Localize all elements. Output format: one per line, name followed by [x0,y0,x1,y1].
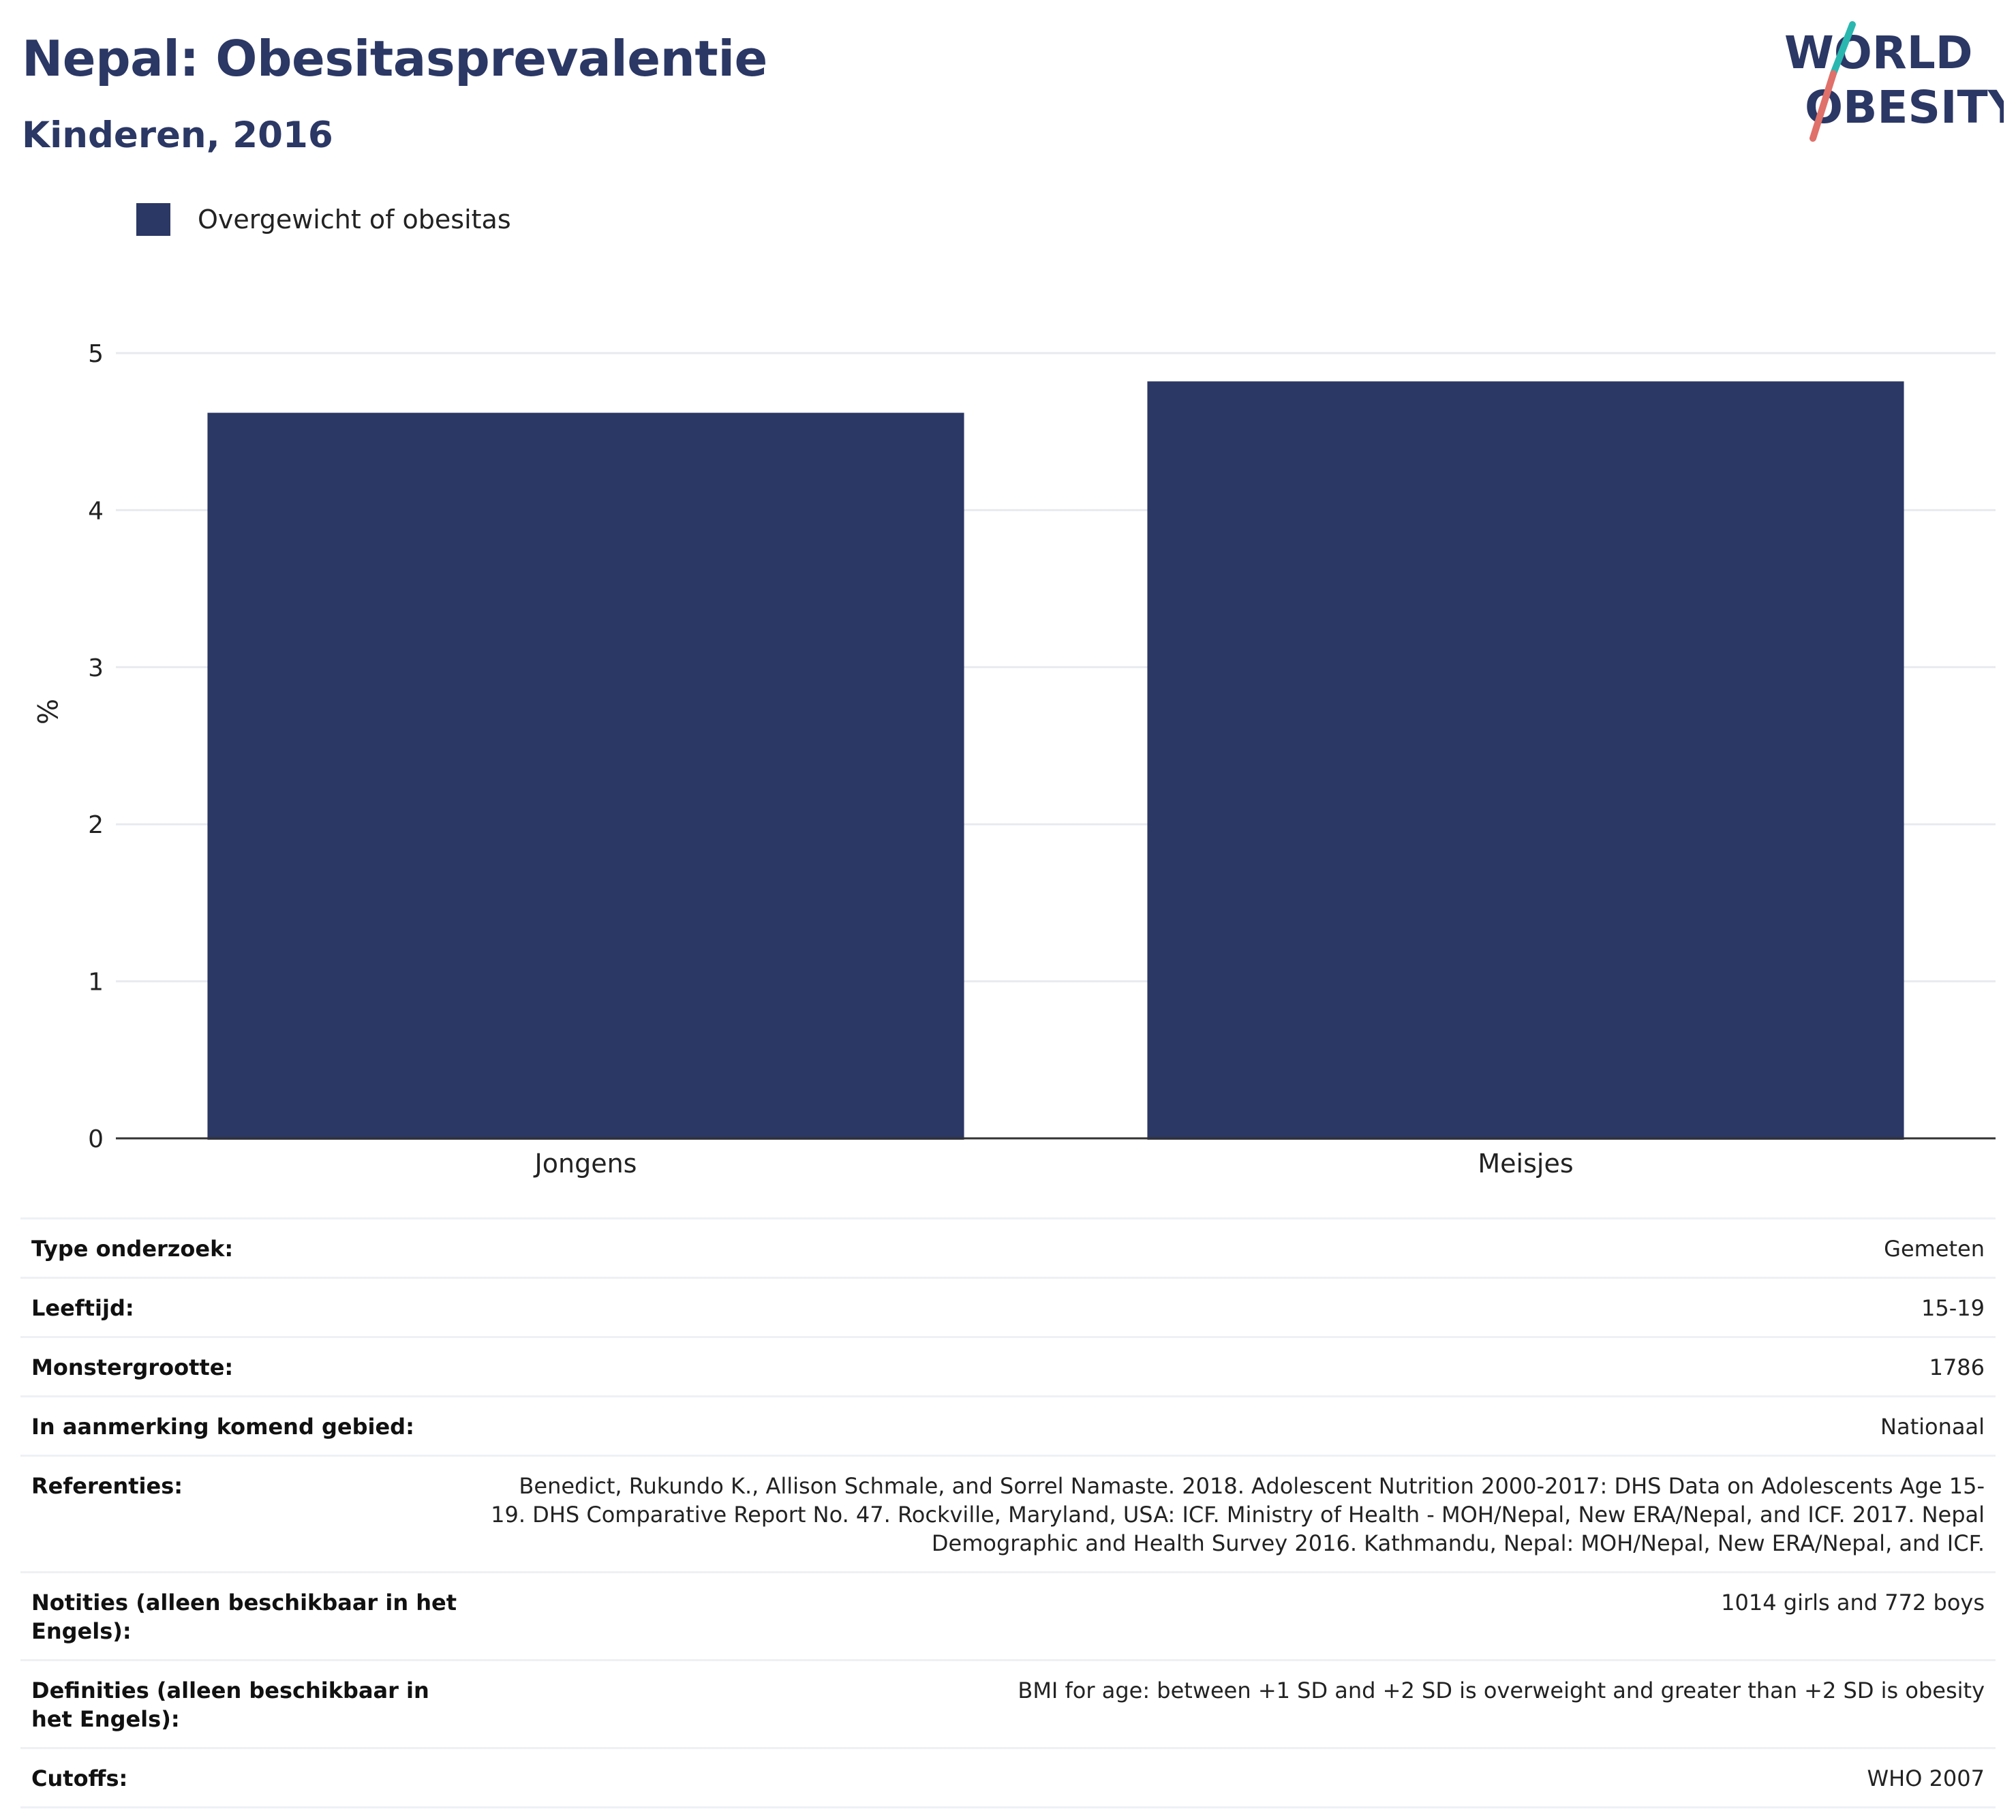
info-row-area: In aanmerking komend gebied: Nationaal [20,1396,1996,1456]
y-tick-label: 4 [88,497,104,525]
logo-slash-bottom [1809,70,1837,142]
x-axis-ticks: Jongens Meisjes [534,1149,1574,1179]
info-label: Monstergrootte: [31,1354,234,1380]
info-value: 15-19 [1921,1295,1985,1321]
survey-info-table: Type onderzoek: Gemeten Leeftijd: 15-19 … [20,1217,1996,1808]
info-row-definitions: Definities (alleen beschikbaar in het En… [20,1660,1996,1748]
world-obesity-logo: WORLD OBESITY [1784,21,2004,142]
info-label: In aanmerking komend gebied: [31,1414,414,1440]
info-value: 1786 [1929,1354,1985,1380]
info-value: BMI for age: between +1 SD and +2 SD is … [1018,1678,1985,1703]
info-row-age: Leeftijd: 15-19 [20,1277,1996,1337]
info-label: Cutoffs: [31,1765,128,1791]
info-row-type: Type onderzoek: Gemeten [20,1218,1996,1278]
y-axis-label: % [31,699,62,725]
chart-subtitle: Kinderen, 2016 [22,115,333,156]
info-value: Nationaal [1880,1414,1985,1440]
logo-line1: WORLD [1784,27,1973,79]
info-row-notes: Notities (alleen beschikbaar in het Enge… [20,1572,1996,1660]
y-tick-label: 2 [88,811,104,839]
info-value: 1014 girls and 772 boys [1721,1590,1985,1616]
chart-bars [207,381,1904,1140]
info-row-sample-size: Monstergrootte: 1786 [20,1337,1996,1397]
chart-legend: Overgewicht of obesitas [136,203,511,236]
info-label: Referenties: [31,1473,183,1499]
x-tick-label: Jongens [534,1149,637,1179]
info-row-cutoffs: Cutoffs: WHO 2007 [20,1748,1996,1808]
chart-title: Nepal: Obesitasprevalentie [22,30,767,87]
info-label: Notities (alleen beschikbaar in het Enge… [31,1590,457,1644]
info-value: Benedict, Rukundo K., Allison Schmale, a… [491,1473,1985,1556]
bar-meisjes [1147,381,1904,1140]
info-label: Leeftijd: [31,1295,134,1321]
info-label: Definities (alleen beschikbaar in het En… [31,1678,429,1732]
info-value: Gemeten [1884,1236,1985,1262]
logo-slash-top [1830,21,1856,77]
info-value: WHO 2007 [1867,1765,1985,1791]
info-label: Type onderzoek: [31,1236,234,1262]
y-tick-label: 1 [88,969,104,997]
logo-line2: OBESITY [1805,81,2004,134]
y-tick-label: 5 [88,340,104,368]
bar-jongens [207,412,964,1140]
y-axis-ticks: 0 1 2 3 4 5 [88,340,104,1153]
legend-swatch [136,203,170,236]
y-tick-label: 0 [88,1125,104,1153]
info-row-references: Referenties: Benedict, Rukundo K., Allis… [20,1455,1996,1573]
bar-chart: 0 1 2 3 4 5 Jongens Meisjes % [31,340,1996,1179]
x-tick-label: Meisjes [1478,1149,1573,1179]
legend-label: Overgewicht of obesitas [198,204,511,234]
y-tick-label: 3 [88,654,104,682]
